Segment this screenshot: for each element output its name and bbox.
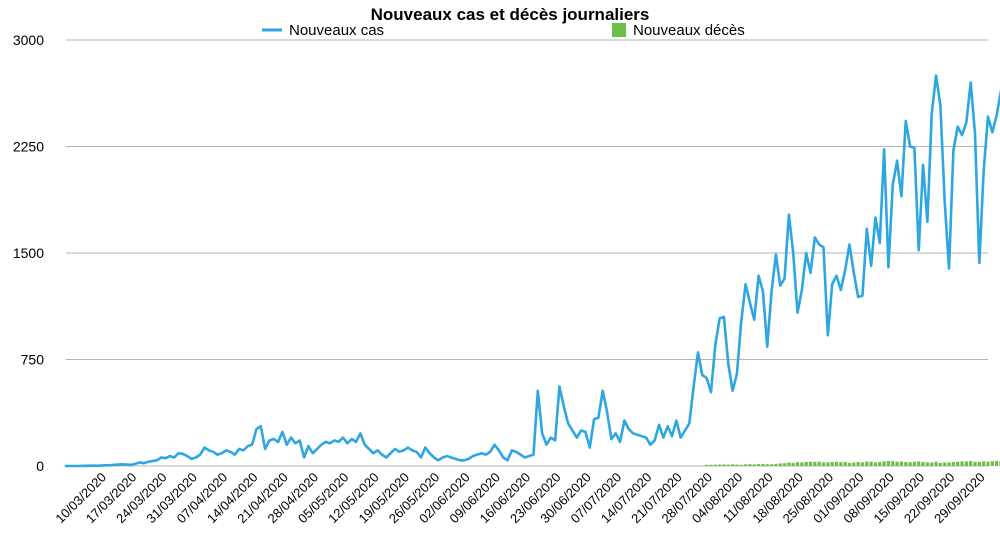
deaths-bar (912, 461, 917, 466)
deaths-bar (908, 462, 912, 466)
deaths-bar (873, 462, 878, 466)
cases-line-group (64, 74, 1000, 468)
deaths-bar (982, 461, 986, 466)
deaths-bar (752, 464, 756, 466)
deaths-bar (817, 461, 821, 466)
deaths-bar (943, 462, 947, 466)
deaths-bar (743, 464, 748, 466)
deaths-bar (722, 464, 726, 466)
y-tick-label: 2250 (13, 139, 44, 155)
deaths-bar (709, 464, 713, 466)
deaths-bar (934, 461, 938, 466)
deaths-bar (782, 463, 787, 466)
deaths-bar (795, 462, 800, 466)
deaths-bar (964, 461, 968, 466)
grid-lines (66, 39, 988, 467)
deaths-bar (761, 463, 765, 466)
y-tick-label: 750 (21, 352, 45, 368)
legend-label-deaths: Nouveaux décès (633, 22, 745, 39)
deaths-bar (917, 461, 921, 466)
deaths-bar (956, 461, 960, 466)
deaths-bar (995, 460, 999, 466)
deaths-bar (756, 464, 761, 466)
deaths-bar (843, 461, 847, 466)
deaths-bar (765, 464, 769, 466)
deaths-bar (895, 461, 899, 466)
x-axis: 10/03/202017/03/202024/03/202031/03/2020… (52, 470, 987, 527)
deaths-bar (787, 462, 791, 466)
deaths-bar (834, 461, 839, 466)
deaths-bar (938, 462, 943, 466)
deaths-bar (990, 461, 994, 466)
deaths-bar (791, 462, 795, 466)
deaths-bar (774, 463, 778, 466)
deaths-bar (973, 461, 977, 466)
deaths-bar (882, 461, 886, 466)
deaths-bar (986, 461, 990, 466)
deaths-bar (830, 462, 834, 466)
deaths-bar (739, 464, 743, 466)
deaths-bar (860, 462, 865, 466)
deaths-bar (748, 464, 752, 466)
deaths-bar (821, 462, 826, 466)
deaths-bar (718, 464, 722, 466)
deaths-bar (705, 464, 709, 466)
y-tick-label: 1500 (13, 245, 44, 261)
legend-label-cases: Nouveaux cas (289, 22, 384, 39)
deaths-bar (925, 462, 930, 466)
legend: Nouveaux cas Nouveaux décès (262, 22, 745, 39)
deaths-bar (930, 462, 934, 466)
deaths-bar (804, 462, 808, 466)
deaths-bar (969, 461, 973, 466)
deaths-bar (808, 461, 813, 466)
deaths-bar (730, 464, 735, 466)
deaths-bar (852, 462, 856, 466)
y-tick-label: 3000 (13, 32, 44, 48)
chart-title: Nouveaux cas et décès journaliers (371, 5, 650, 24)
deaths-bar (869, 461, 873, 466)
deaths-bar (977, 461, 981, 466)
y-tick-label: 0 (36, 458, 44, 474)
deaths-bar (886, 461, 891, 466)
deaths-bar (904, 462, 908, 466)
deaths-bar (878, 462, 882, 466)
deaths-bar (813, 461, 817, 466)
deaths-bar (960, 461, 964, 466)
deaths-bar (847, 462, 852, 466)
deaths-bar (826, 462, 830, 466)
deaths-bar (839, 462, 843, 466)
cases-line (64, 74, 1000, 468)
deaths-bar (856, 462, 860, 466)
deaths-bar (891, 461, 895, 466)
deaths-bar (769, 464, 774, 466)
y-axis: 3000 2250 1500 750 0 (13, 32, 44, 474)
deaths-bar (899, 461, 904, 466)
deaths-bar (713, 464, 717, 466)
deaths-bar (735, 464, 739, 466)
deaths-bar (726, 464, 730, 466)
deaths-bar (778, 463, 782, 466)
deaths-bar (800, 462, 804, 466)
deaths-bars (705, 460, 1000, 466)
deaths-bar (921, 462, 925, 466)
deaths-bar (951, 462, 955, 466)
legend-swatch-deaths (612, 23, 626, 37)
deaths-bar (947, 462, 951, 466)
deaths-bar (865, 461, 869, 466)
